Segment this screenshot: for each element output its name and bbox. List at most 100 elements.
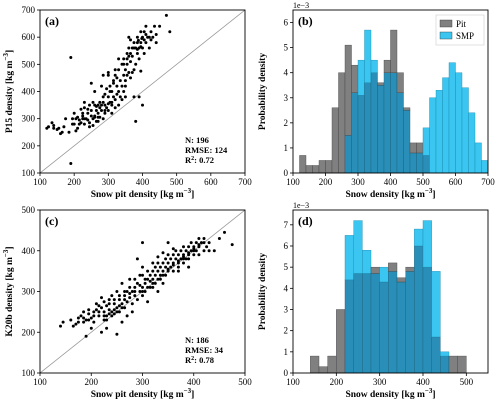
data-point: [89, 114, 93, 118]
overlap-bar: [416, 152, 424, 173]
stats-line: N: 196: [185, 135, 209, 145]
data-point: [139, 41, 143, 45]
data-point: [137, 95, 141, 99]
data-point: [141, 294, 144, 298]
x-tick-label: 300: [373, 377, 387, 387]
y-tick-label: 4: [284, 283, 289, 293]
smp-bar: [422, 127, 430, 156]
data-point: [117, 304, 121, 308]
y-tick-label: 100: [22, 168, 36, 178]
data-point: [125, 314, 129, 318]
data-point: [132, 68, 136, 72]
data-point: [110, 310, 114, 314]
data-point: [92, 310, 96, 314]
data-point: [182, 245, 185, 249]
data-point: [179, 257, 183, 261]
data-point: [77, 118, 81, 122]
data-point: [105, 318, 109, 322]
smp-bar: [435, 90, 443, 173]
overlap-bar: [362, 273, 372, 373]
x-tick-label: 300: [102, 177, 116, 187]
data-point: [202, 249, 206, 253]
y-tick-label: 3: [284, 304, 289, 314]
plot-area: [40, 10, 245, 173]
data-point: [139, 69, 143, 73]
smp-bar: [379, 266, 389, 283]
data-point: [82, 117, 86, 121]
data-point: [134, 119, 138, 123]
data-point: [94, 104, 98, 108]
overlap-bar: [357, 95, 365, 173]
data-point: [115, 92, 119, 96]
data-point: [205, 245, 209, 249]
plot-area: [299, 29, 488, 173]
stats-line: R2: 0.72: [185, 155, 214, 165]
stats-line: R2: 0.78: [185, 355, 214, 365]
data-point: [74, 322, 78, 326]
pit-bar: [396, 72, 404, 93]
data-point: [92, 314, 96, 318]
data-point: [134, 62, 138, 66]
x-tick-label: 700: [238, 177, 252, 187]
data-point: [112, 95, 115, 99]
scale-note: 1e−3: [293, 1, 309, 10]
data-point: [128, 277, 132, 281]
data-point: [187, 251, 191, 255]
data-point: [79, 314, 83, 318]
overlap-bar: [370, 72, 378, 173]
data-point: [102, 318, 106, 322]
overlap-bar: [440, 355, 450, 373]
y-tick-label: 500: [22, 205, 36, 215]
data-point: [96, 119, 100, 123]
data-point: [93, 115, 97, 119]
data-point: [130, 290, 134, 293]
data-point: [103, 92, 107, 96]
x-tick-label: 400: [416, 377, 430, 387]
plot-area: [310, 220, 467, 373]
data-point: [166, 261, 170, 265]
data-point: [197, 245, 201, 249]
data-point: [151, 269, 155, 273]
data-point: [161, 269, 165, 273]
data-point: [133, 290, 137, 293]
pit-bar: [338, 72, 346, 173]
data-point: [153, 281, 157, 285]
data-point: [101, 100, 105, 104]
x-tick-label: 600: [204, 177, 218, 187]
scale-note: 1e−3: [293, 201, 309, 210]
data-point: [143, 277, 147, 281]
data-point: [82, 320, 86, 324]
overlap-bar: [396, 281, 406, 373]
data-point: [118, 95, 122, 99]
smp-bar: [474, 142, 482, 173]
data-point: [158, 277, 162, 281]
data-point: [60, 130, 64, 134]
data-point: [112, 302, 116, 306]
overlap-bar: [405, 271, 415, 373]
data-point: [156, 277, 160, 281]
data-point: [143, 281, 147, 285]
overlap-bar: [431, 336, 441, 373]
data-point: [192, 247, 196, 251]
panel-b: 1e−3 Pit SMP 100 200 300 400 500 600 700 0 1 2 3 4 5 6 Sn…: [258, 1, 495, 200]
data-point: [113, 106, 117, 110]
data-point: [123, 298, 127, 302]
y-tick-label: 200: [22, 327, 36, 337]
pit-bar: [457, 355, 467, 373]
x-tick-label: 300: [351, 177, 365, 187]
data-point: [117, 294, 121, 298]
data-point: [91, 124, 95, 127]
data-point: [202, 237, 206, 240]
data-point: [74, 117, 78, 121]
data-point: [151, 281, 155, 285]
data-point: [182, 261, 185, 265]
data-point: [71, 117, 74, 121]
data-point: [82, 106, 86, 110]
data-point: [207, 241, 211, 245]
x-axis-label: Snow pit density [kg m−3]: [91, 387, 195, 400]
y-tick-label: 0: [284, 168, 289, 178]
x-tick-label: 500: [460, 377, 474, 387]
overlap-bar: [388, 271, 398, 373]
data-point: [141, 285, 144, 289]
data-point: [223, 230, 226, 234]
